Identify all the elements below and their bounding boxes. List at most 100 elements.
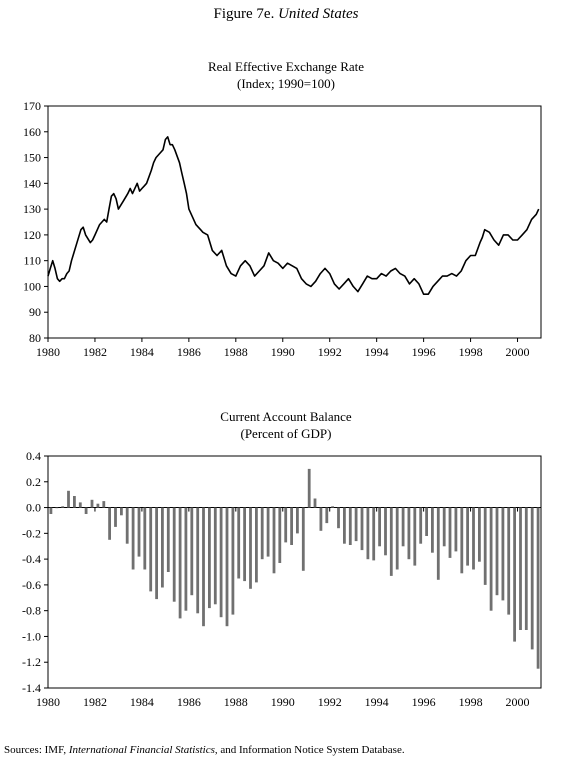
ca-bar bbox=[172, 507, 176, 602]
ca-bar bbox=[49, 507, 53, 514]
ca-bar bbox=[225, 507, 229, 627]
source-italic: International Financial Statistics bbox=[68, 744, 215, 756]
y-tick-label: 170 bbox=[23, 99, 41, 113]
reer-line-chart: 80 90 100 110 120 130 140 150 160 170 1980 1982 1984… bbox=[23, 99, 542, 359]
ca-bar bbox=[378, 507, 381, 547]
ca-bar bbox=[78, 502, 82, 508]
ca-bar bbox=[161, 507, 164, 588]
ca-bar bbox=[213, 507, 217, 605]
ca-bar bbox=[155, 507, 158, 600]
ca-bar bbox=[348, 507, 352, 545]
ca-bar bbox=[536, 507, 540, 669]
ca-bar bbox=[325, 507, 329, 524]
ca-bar bbox=[454, 507, 458, 552]
ca-bar bbox=[466, 507, 469, 566]
ca-bar bbox=[278, 507, 282, 563]
source-note: Sources: IMF, International Financial St… bbox=[4, 744, 405, 756]
x-tick-label: 2000 bbox=[506, 345, 530, 359]
source-prefix: Sources: IMF, bbox=[4, 744, 67, 756]
figure-country: United States bbox=[278, 6, 359, 22]
ca-bar bbox=[472, 507, 475, 570]
ca-bar bbox=[501, 507, 505, 601]
ca-bar bbox=[407, 507, 411, 560]
x-tick-label: 1996 bbox=[412, 345, 436, 359]
reer-series-line bbox=[47, 136, 540, 295]
ca-bar bbox=[448, 507, 452, 558]
ca-bar-chart: -1.4 -1.2 -1.0 -0.8 -0.6 -0.4 -0.2 0.0 0.2 0.4 198… bbox=[22, 449, 542, 709]
ca-bar bbox=[61, 506, 65, 508]
source-suffix: , and Information Notice System Database… bbox=[214, 744, 405, 756]
ca-bar bbox=[290, 507, 293, 545]
figure-label: Figure 7e. bbox=[213, 6, 275, 22]
ca-bar bbox=[149, 507, 153, 592]
ca-bar bbox=[243, 507, 246, 582]
x-tick-label: 1984 bbox=[130, 345, 154, 359]
ca-bar bbox=[507, 507, 511, 615]
x-tick-label: 1980 bbox=[36, 345, 60, 359]
y-tick-label: 140 bbox=[23, 176, 41, 190]
ca-bar bbox=[343, 507, 346, 544]
ca-bar bbox=[401, 507, 405, 547]
x-tick-label: 1998 bbox=[459, 345, 483, 359]
ca-bar bbox=[478, 507, 481, 562]
y-tick-label: 0.4 bbox=[26, 449, 41, 463]
ca-bar bbox=[284, 507, 288, 543]
ca-bar bbox=[55, 507, 59, 509]
reer-chart-title: Real Effective Exchange Rate bbox=[207, 59, 365, 74]
x-tick-label: 1986 bbox=[177, 345, 201, 359]
ca-bar bbox=[366, 507, 370, 560]
ca-bar bbox=[460, 507, 464, 574]
x-tick-label: 1986 bbox=[177, 695, 201, 709]
ca-bar bbox=[313, 498, 317, 508]
ca-bar bbox=[519, 507, 522, 630]
ca-bar bbox=[413, 507, 417, 566]
y-tick-label: -0.2 bbox=[22, 526, 41, 540]
ca-bar bbox=[84, 507, 88, 514]
x-tick-label: 1992 bbox=[318, 345, 342, 359]
y-tick-label: -0.4 bbox=[22, 552, 41, 566]
y-tick-label: 100 bbox=[23, 279, 41, 293]
ca-bar bbox=[143, 507, 147, 570]
ca-bar bbox=[237, 507, 241, 579]
y-tick-label: 120 bbox=[23, 228, 41, 242]
ca-bar bbox=[184, 507, 188, 611]
ca-bar bbox=[384, 507, 387, 556]
ca-chart-title: Current Account Balance bbox=[220, 409, 352, 424]
ca-bar bbox=[442, 507, 446, 547]
ca-bar bbox=[389, 507, 393, 576]
ca-bar bbox=[125, 507, 129, 544]
ca-bar bbox=[272, 507, 276, 574]
y-tick-label: -1.2 bbox=[22, 655, 41, 669]
ca-bar bbox=[249, 507, 252, 589]
ca-bar bbox=[337, 507, 340, 529]
figure-title: Figure 7e. United States bbox=[0, 6, 572, 23]
plot-frame bbox=[47, 455, 542, 689]
ca-bar bbox=[255, 507, 258, 583]
ca-bar bbox=[231, 507, 235, 615]
ca-bar bbox=[90, 499, 94, 508]
ca-bar bbox=[114, 507, 117, 527]
ca-bar bbox=[319, 507, 323, 531]
x-tick-label: 1982 bbox=[83, 695, 107, 709]
ca-bar bbox=[120, 507, 123, 516]
ca-bar bbox=[219, 507, 223, 618]
x-tick-label: 1994 bbox=[365, 695, 389, 709]
ca-bar bbox=[495, 507, 499, 596]
y-tick-label: 110 bbox=[23, 254, 41, 268]
x-tick-label: 1984 bbox=[130, 695, 154, 709]
ca-chart-subtitle: (Percent of GDP) bbox=[240, 426, 332, 441]
x-tick-label: 1980 bbox=[36, 695, 60, 709]
ca-bar bbox=[489, 507, 493, 611]
y-tick-label: 150 bbox=[23, 151, 41, 165]
ca-bar bbox=[102, 501, 106, 508]
x-tick-label: 1992 bbox=[318, 695, 342, 709]
ca-bar bbox=[190, 507, 194, 596]
ca-bar bbox=[178, 507, 182, 619]
y-tick-label: -0.8 bbox=[22, 604, 41, 618]
ca-bar bbox=[530, 507, 534, 650]
x-tick-label: 2000 bbox=[506, 695, 530, 709]
x-tick-label: 1982 bbox=[83, 345, 107, 359]
ca-bar bbox=[202, 507, 205, 627]
x-tick-label: 1988 bbox=[224, 695, 248, 709]
y-tick-label: -1.4 bbox=[22, 681, 41, 695]
